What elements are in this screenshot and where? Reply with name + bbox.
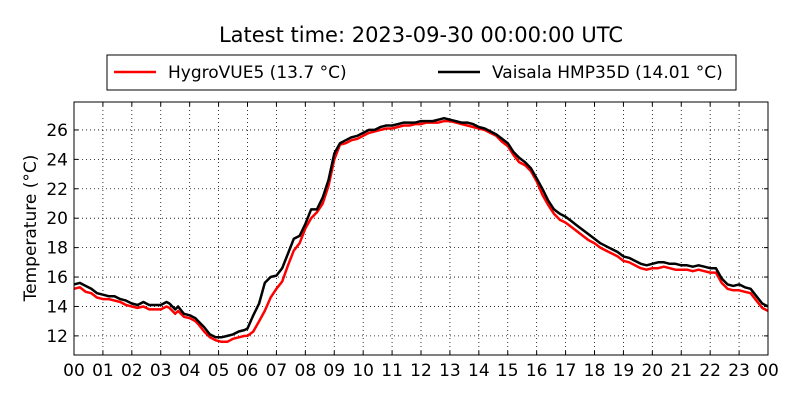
axis-ticks — [73, 102, 769, 355]
grid — [74, 102, 768, 355]
y-axis-tick-labels: 12 14 16 18 20 22 24 26 — [46, 121, 68, 347]
x-axis-tick-labels: 00 01 02 03 04 05 06 07 08 09 10 11 12 13 14 15 16 17 18 19… — [63, 361, 779, 381]
x-tick-label: 10 — [352, 361, 374, 381]
y-tick-label: 18 — [46, 239, 68, 259]
x-tick-label: 03 — [150, 361, 172, 381]
legend: HygroVUE5 (13.7 °C) Vaisala HMP35D (14.0… — [106, 54, 737, 91]
x-tick-label: 09 — [323, 361, 345, 381]
y-axis-label: Temperature (°C) — [21, 155, 41, 303]
chart-title: Latest time: 2023-09-30 00:00:00 UTC — [219, 23, 623, 47]
x-tick-label: 15 — [497, 361, 519, 381]
x-tick-label: 11 — [381, 361, 403, 381]
x-tick-label: 19 — [613, 361, 635, 381]
x-tick-label: 20 — [642, 361, 664, 381]
x-tick-label: 23 — [728, 361, 750, 381]
x-tick-label: 07 — [266, 361, 288, 381]
x-tick-label: 06 — [237, 361, 259, 381]
x-tick-label: 05 — [208, 361, 230, 381]
series-line-hygrovue5 — [73, 119, 769, 344]
x-tick-label: 17 — [555, 361, 577, 381]
y-tick-label: 26 — [46, 121, 68, 141]
series-lines — [73, 116, 769, 344]
x-tick-label: 00 — [757, 361, 779, 381]
x-tick-label: 01 — [92, 361, 114, 381]
x-tick-label: 21 — [670, 361, 692, 381]
legend-label-vaisala: Vaisala HMP35D (14.01 °C) — [492, 63, 723, 83]
x-tick-label: 16 — [526, 361, 548, 381]
x-tick-label: 13 — [439, 361, 461, 381]
x-tick-label: 04 — [179, 361, 201, 381]
x-tick-label: 22 — [699, 361, 721, 381]
y-tick-label: 14 — [46, 297, 68, 317]
y-tick-label: 12 — [46, 327, 68, 347]
x-tick-label: 18 — [584, 361, 606, 381]
plot-area-frame — [73, 101, 769, 356]
y-tick-label: 22 — [46, 180, 68, 200]
y-tick-label: 16 — [46, 268, 68, 288]
x-tick-label: 00 — [63, 361, 85, 381]
y-tick-label: 24 — [46, 150, 68, 170]
x-tick-label: 14 — [468, 361, 490, 381]
legend-label-hygrovue5: HygroVUE5 (13.7 °C) — [168, 63, 347, 83]
series-line-vaisala — [73, 116, 769, 339]
legend-box — [106, 54, 737, 91]
x-tick-label: 08 — [295, 361, 317, 381]
y-tick-label: 20 — [46, 209, 68, 229]
x-tick-label: 12 — [410, 361, 432, 381]
x-tick-label: 02 — [121, 361, 143, 381]
